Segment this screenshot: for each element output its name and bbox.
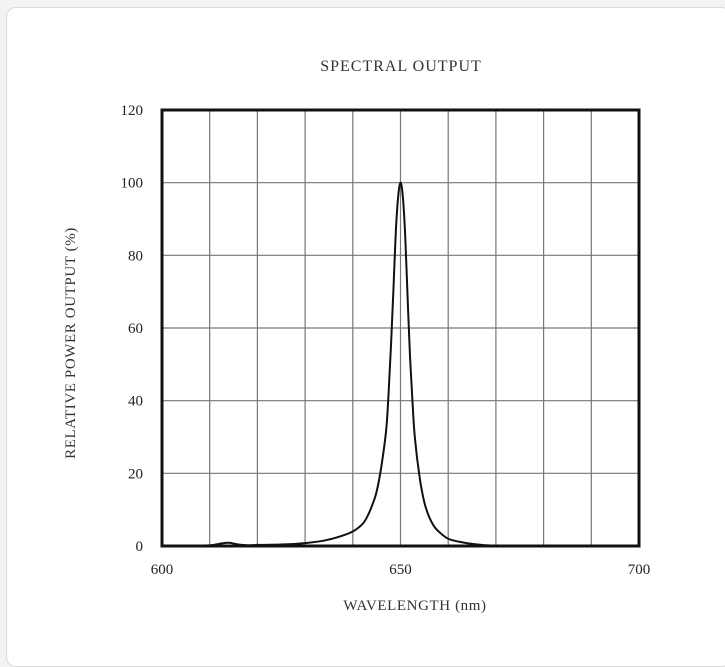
x-tick-label-700: 700 xyxy=(628,562,651,578)
tick-labels: 0 20 40 60 80 100 120 600 650 700 xyxy=(121,103,651,578)
y-tick-label-80: 80 xyxy=(128,248,143,264)
y-tick-label-100: 100 xyxy=(121,176,144,192)
x-axis-title: WAVELENGTH (nm) xyxy=(343,598,486,614)
series-line-spectral-output xyxy=(185,181,616,548)
x-tick-label-600: 600 xyxy=(151,562,174,578)
chart-title: SPECTRAL OUTPUT xyxy=(320,58,482,75)
y-tick-label-0: 0 xyxy=(136,539,144,555)
y-tick-label-20: 20 xyxy=(128,466,143,482)
plot-frame xyxy=(160,108,641,548)
y-tick-label-120: 120 xyxy=(121,103,144,119)
chart-card xyxy=(6,7,725,667)
y-axis-title: RELATIVE POWER OUTPUT (%) xyxy=(63,227,79,459)
y-tick-label-60: 60 xyxy=(128,321,143,337)
gridlines xyxy=(162,110,639,546)
x-tick-label-650: 650 xyxy=(389,562,412,578)
y-tick-label-40: 40 xyxy=(128,394,143,410)
